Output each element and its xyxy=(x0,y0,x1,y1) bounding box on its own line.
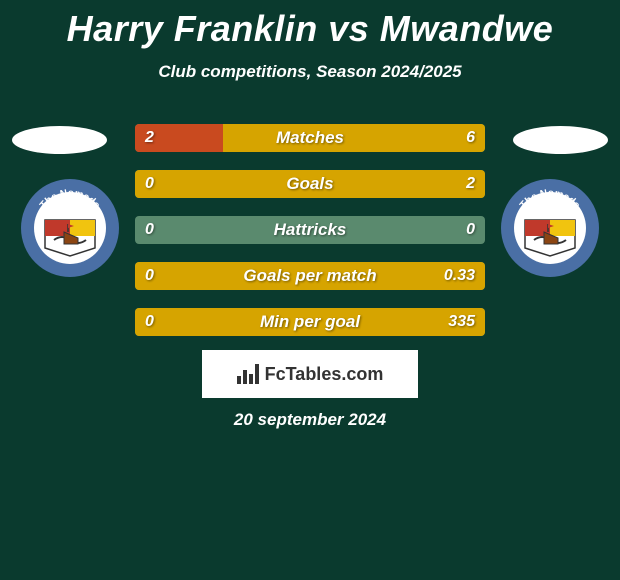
stat-label: Goals per match xyxy=(135,262,485,290)
stat-label: Goals xyxy=(135,170,485,198)
date-label: 20 september 2024 xyxy=(0,410,620,430)
stat-row: 2Matches6 xyxy=(135,124,485,152)
club-badge-icon: The Nomads xyxy=(500,178,600,278)
stat-row: 0Min per goal335 xyxy=(135,308,485,336)
club-badge-icon: The Nomads xyxy=(20,178,120,278)
right-club-badge: The Nomads xyxy=(500,178,600,278)
stat-row: 0Goals2 xyxy=(135,170,485,198)
bar-chart-icon xyxy=(237,364,259,384)
stat-row: 0Hattricks0 xyxy=(135,216,485,244)
right-player-oval xyxy=(513,126,608,154)
stat-label: Min per goal xyxy=(135,308,485,336)
stat-value-right: 0 xyxy=(466,216,475,244)
stat-row: 0Goals per match0.33 xyxy=(135,262,485,290)
left-club-badge: The Nomads xyxy=(20,178,120,278)
stat-label: Matches xyxy=(135,124,485,152)
stat-value-right: 6 xyxy=(466,124,475,152)
fctables-logo: FcTables.com xyxy=(202,350,418,398)
stats-container: 2Matches60Goals20Hattricks00Goals per ma… xyxy=(135,124,485,354)
logo-text: FcTables.com xyxy=(265,364,384,385)
left-player-oval xyxy=(12,126,107,154)
stat-label: Hattricks xyxy=(135,216,485,244)
page-title: Harry Franklin vs Mwandwe xyxy=(0,0,620,50)
stat-value-right: 0.33 xyxy=(444,262,475,290)
stat-value-right: 2 xyxy=(466,170,475,198)
stat-value-right: 335 xyxy=(448,308,475,336)
page-subtitle: Club competitions, Season 2024/2025 xyxy=(0,62,620,82)
